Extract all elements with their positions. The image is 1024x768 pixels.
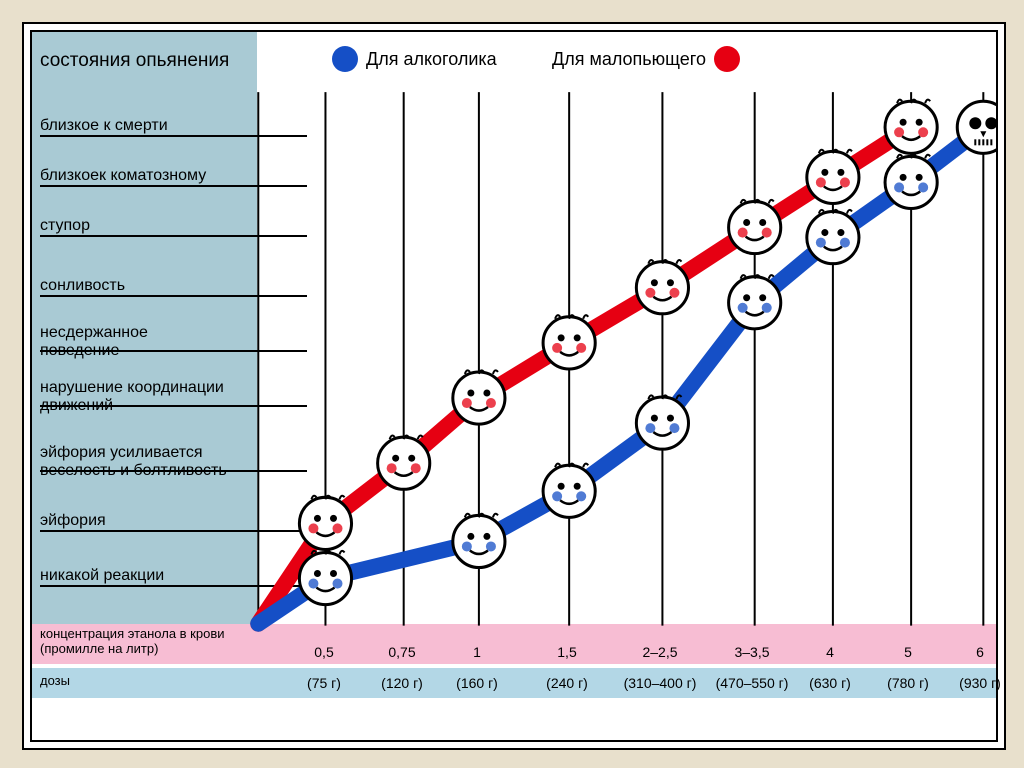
skull-icon	[957, 101, 996, 153]
face-icon	[543, 315, 595, 369]
face-icon	[807, 150, 859, 204]
face-icon	[453, 370, 505, 424]
series-line-light_drinker	[258, 127, 911, 623]
face-icon	[543, 464, 595, 518]
face-icon	[299, 551, 351, 605]
face-icon	[378, 436, 430, 490]
series-line-alcoholic	[258, 127, 983, 623]
face-icon	[885, 155, 937, 209]
chart-svg	[32, 32, 996, 740]
face-icon	[636, 395, 688, 449]
face-icon	[807, 210, 859, 264]
face-icon	[636, 260, 688, 314]
face-icon	[729, 275, 781, 329]
face-icon	[299, 496, 351, 550]
face-icon	[453, 514, 505, 568]
face-icon	[885, 100, 937, 154]
face-icon	[729, 200, 781, 254]
